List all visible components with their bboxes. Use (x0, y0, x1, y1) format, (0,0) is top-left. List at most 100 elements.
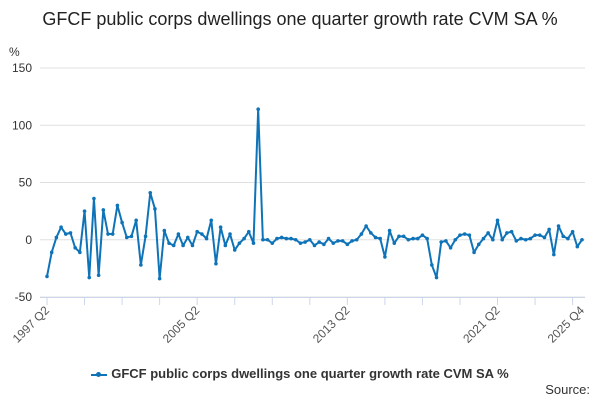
data-point (481, 236, 486, 241)
data-point (505, 231, 509, 235)
data-point (293, 237, 298, 242)
data-point (223, 243, 228, 248)
data-point (580, 237, 584, 242)
data-point (444, 239, 448, 243)
data-point (45, 274, 49, 279)
data-point (575, 244, 580, 249)
data-point (139, 263, 143, 267)
data-point (303, 240, 307, 244)
data-point (63, 232, 68, 236)
data-point (359, 232, 364, 236)
data-point (462, 232, 467, 236)
data-point (495, 218, 500, 223)
data-point (284, 236, 289, 241)
data-point (153, 207, 157, 211)
data-point (354, 237, 359, 242)
data-point (214, 261, 218, 266)
data-point (232, 248, 237, 252)
data-point (279, 235, 284, 240)
data-point (519, 236, 523, 241)
data-point (68, 231, 73, 235)
data-point (92, 196, 96, 201)
data-point (411, 236, 415, 241)
data-point (397, 234, 401, 239)
y-tick-label: 50 (19, 176, 33, 190)
data-point (298, 241, 303, 245)
data-point (326, 236, 331, 241)
data-point (570, 229, 575, 234)
data-point (331, 241, 336, 245)
data-point (350, 239, 354, 243)
data-point (251, 241, 256, 245)
y-tick-label: 150 (12, 61, 32, 75)
data-point (415, 236, 420, 241)
data-point (528, 236, 533, 241)
data-point (167, 241, 171, 245)
data-point (336, 239, 340, 243)
data-point (115, 203, 120, 208)
data-point (270, 241, 275, 245)
data-point (246, 229, 251, 234)
data-point (289, 236, 293, 241)
y-tick-label: 100 (12, 118, 32, 132)
chart-title: GFCF public corps dwellings one quarter … (42, 9, 558, 29)
data-point (514, 239, 519, 243)
data-point (176, 232, 181, 236)
data-point (373, 235, 378, 240)
data-point (523, 237, 528, 242)
data-point (434, 275, 439, 280)
data-point (265, 237, 270, 242)
data-point (430, 263, 434, 267)
data-point (78, 250, 82, 255)
data-point (120, 220, 124, 225)
data-point (406, 237, 411, 242)
data-point (476, 242, 481, 247)
data-point (87, 275, 92, 280)
legend[interactable]: GFCF public corps dwellings one quarter … (0, 366, 600, 381)
data-point (387, 228, 392, 233)
data-point (369, 231, 373, 235)
data-point (162, 228, 167, 233)
data-point (401, 234, 406, 239)
data-point (54, 235, 59, 240)
data-point (195, 229, 199, 234)
legend-swatch (91, 371, 108, 377)
data-point (49, 250, 54, 255)
y-axis-unit-label: % (9, 45, 20, 59)
data-point (110, 232, 115, 236)
data-point (204, 236, 209, 241)
data-point (537, 233, 542, 237)
data-point (509, 229, 514, 234)
data-point (181, 243, 185, 248)
data-point (261, 237, 265, 242)
data-point (308, 237, 312, 242)
data-point (345, 242, 350, 247)
data-point (453, 237, 458, 242)
data-point (143, 234, 148, 239)
data-point (124, 235, 129, 240)
data-point (467, 233, 472, 237)
x-tick-label: 2025 Q4 (545, 303, 588, 346)
data-point (82, 209, 87, 213)
data-point (322, 242, 326, 247)
data-point (209, 218, 214, 223)
data-point (392, 241, 397, 245)
data-point (420, 233, 425, 237)
data-point (134, 218, 138, 223)
data-point (542, 235, 547, 240)
data-point (486, 231, 490, 235)
data-point (59, 225, 63, 229)
data-point (275, 236, 279, 241)
data-point (190, 243, 195, 248)
series-line (46, 108, 583, 280)
source-label: Source: (545, 382, 590, 397)
data-point (472, 250, 476, 255)
data-point (458, 233, 462, 237)
legend-label: GFCF public corps dwellings one quarter … (111, 366, 509, 381)
data-point (491, 237, 495, 242)
data-point (228, 232, 232, 236)
data-point (157, 276, 162, 281)
data-point (101, 208, 106, 212)
data-point (129, 234, 134, 239)
